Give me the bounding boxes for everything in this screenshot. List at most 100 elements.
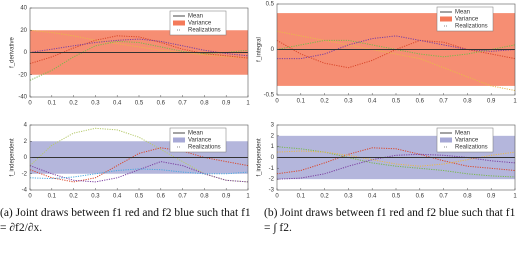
y-axis-label: f_integral bbox=[257, 37, 263, 62]
y-tick-label: -40 bbox=[18, 95, 27, 101]
legend-swatch bbox=[173, 137, 185, 143]
y-tick-label: 4 bbox=[24, 123, 28, 129]
legend-label: Mean bbox=[455, 131, 470, 137]
legend-label: Mean bbox=[188, 14, 203, 20]
y-tick-label: 0 bbox=[271, 155, 275, 161]
legend-label: Realizations bbox=[455, 24, 488, 30]
x-tick-label: 0.8 bbox=[463, 99, 472, 105]
x-tick-label: 0.7 bbox=[439, 99, 448, 105]
x-tick-label: 0.9 bbox=[222, 194, 231, 200]
realization bbox=[276, 147, 516, 175]
realization bbox=[29, 168, 249, 180]
legend-swatch bbox=[173, 20, 185, 26]
x-tick-label: 0.3 bbox=[91, 101, 100, 107]
x-tick-label: 0.1 bbox=[297, 194, 306, 200]
x-tick-label: 0.2 bbox=[320, 194, 329, 200]
y-tick-label: 2 bbox=[24, 139, 28, 145]
realization bbox=[29, 40, 249, 81]
y-tick-label: 0 bbox=[24, 50, 28, 56]
y-tick-label: -3 bbox=[269, 188, 275, 194]
x-tick-label: 0.1 bbox=[48, 101, 57, 107]
x-tick-label: 0.7 bbox=[439, 194, 448, 200]
x-tick-label: 0.2 bbox=[69, 101, 78, 107]
x-tick-label: 0.4 bbox=[368, 194, 377, 200]
legend-label: Mean bbox=[455, 10, 470, 16]
y-tick-label: 0 bbox=[271, 47, 275, 53]
realization bbox=[276, 150, 516, 167]
realization bbox=[29, 161, 249, 183]
x-tick-label: 0.9 bbox=[487, 99, 496, 105]
x-tick-label: 0.3 bbox=[344, 194, 353, 200]
y-tick-label: -1 bbox=[269, 166, 275, 172]
realization bbox=[277, 35, 516, 60]
x-tick-label: 1 bbox=[246, 101, 250, 107]
y-axis-label: f_independent bbox=[10, 138, 16, 176]
x-tick-label: 0.9 bbox=[487, 194, 496, 200]
x-tick-label: 0.5 bbox=[392, 99, 401, 105]
realization bbox=[29, 35, 249, 65]
legend-label: Realizations bbox=[188, 145, 221, 151]
y-axis-label: f_independent bbox=[257, 138, 263, 176]
legend-swatch bbox=[440, 137, 452, 143]
x-tick-label: 0.6 bbox=[157, 194, 166, 200]
y-axis-label: f_derivative bbox=[10, 36, 16, 67]
legend-label: Variance bbox=[188, 21, 212, 27]
legend-swatch bbox=[440, 16, 452, 22]
x-tick-label: 1 bbox=[246, 194, 250, 200]
x-tick-label: 0.8 bbox=[463, 194, 472, 200]
y-tick-label: 20 bbox=[20, 28, 27, 34]
y-tick-label: -2 bbox=[22, 171, 28, 177]
x-tick-label: 0.5 bbox=[135, 194, 144, 200]
realization bbox=[276, 30, 516, 91]
x-tick-label: 0 bbox=[275, 194, 279, 200]
legend-label: Variance bbox=[455, 17, 479, 23]
x-tick-label: 0.6 bbox=[157, 101, 166, 107]
x-tick-label: 1 bbox=[513, 99, 517, 105]
x-tick-label: 0.8 bbox=[200, 101, 209, 107]
y-tick-label: -20 bbox=[18, 72, 27, 78]
x-tick-label: 0.3 bbox=[344, 99, 353, 105]
caption: (a) Joint draws between f1 red and f2 bl… bbox=[0, 207, 251, 234]
x-tick-label: 0.6 bbox=[416, 99, 425, 105]
legend-label: Variance bbox=[188, 138, 212, 144]
y-tick-label: -4 bbox=[22, 188, 28, 194]
x-tick-label: 0.6 bbox=[416, 194, 425, 200]
realization bbox=[29, 147, 249, 183]
x-tick-label: 0.7 bbox=[178, 194, 187, 200]
x-tick-label: 0.3 bbox=[91, 194, 100, 200]
y-tick-label: -0.5 bbox=[264, 93, 275, 99]
x-tick-label: 0.4 bbox=[113, 101, 122, 107]
legend-label: Mean bbox=[188, 131, 203, 137]
x-tick-label: 0 bbox=[28, 194, 32, 200]
caption: (b) Joint draws between f1 red and f2 bl… bbox=[264, 207, 516, 234]
x-tick-label: 0.2 bbox=[69, 194, 78, 200]
x-tick-label: 0.7 bbox=[178, 101, 187, 107]
y-tick-label: -2 bbox=[269, 177, 275, 183]
legend-label: Variance bbox=[455, 138, 479, 144]
x-tick-label: 0.5 bbox=[392, 194, 401, 200]
x-tick-label: 0 bbox=[275, 99, 279, 105]
x-tick-label: 0.9 bbox=[222, 101, 231, 107]
x-tick-label: 0.1 bbox=[48, 194, 57, 200]
realization bbox=[276, 146, 516, 178]
realization bbox=[29, 38, 249, 57]
y-tick-label: 0.5 bbox=[266, 2, 275, 8]
x-tick-label: 0.5 bbox=[135, 101, 144, 107]
x-tick-label: 1 bbox=[513, 194, 517, 200]
x-tick-label: 0.8 bbox=[200, 194, 209, 200]
legend-label: Realizations bbox=[455, 145, 488, 151]
x-tick-label: 0.2 bbox=[320, 99, 329, 105]
x-tick-label: 0.1 bbox=[297, 99, 306, 105]
y-tick-label: 1 bbox=[271, 144, 275, 150]
y-tick-label: 40 bbox=[20, 6, 27, 12]
realization bbox=[29, 29, 249, 59]
x-tick-label: 0.4 bbox=[368, 99, 377, 105]
y-tick-label: 2 bbox=[271, 133, 275, 139]
x-tick-label: 0 bbox=[28, 101, 32, 107]
x-tick-label: 0.4 bbox=[113, 194, 122, 200]
y-tick-label: 0 bbox=[24, 155, 28, 161]
y-tick-label: 3 bbox=[271, 123, 275, 129]
legend-label: Realizations bbox=[188, 28, 221, 34]
